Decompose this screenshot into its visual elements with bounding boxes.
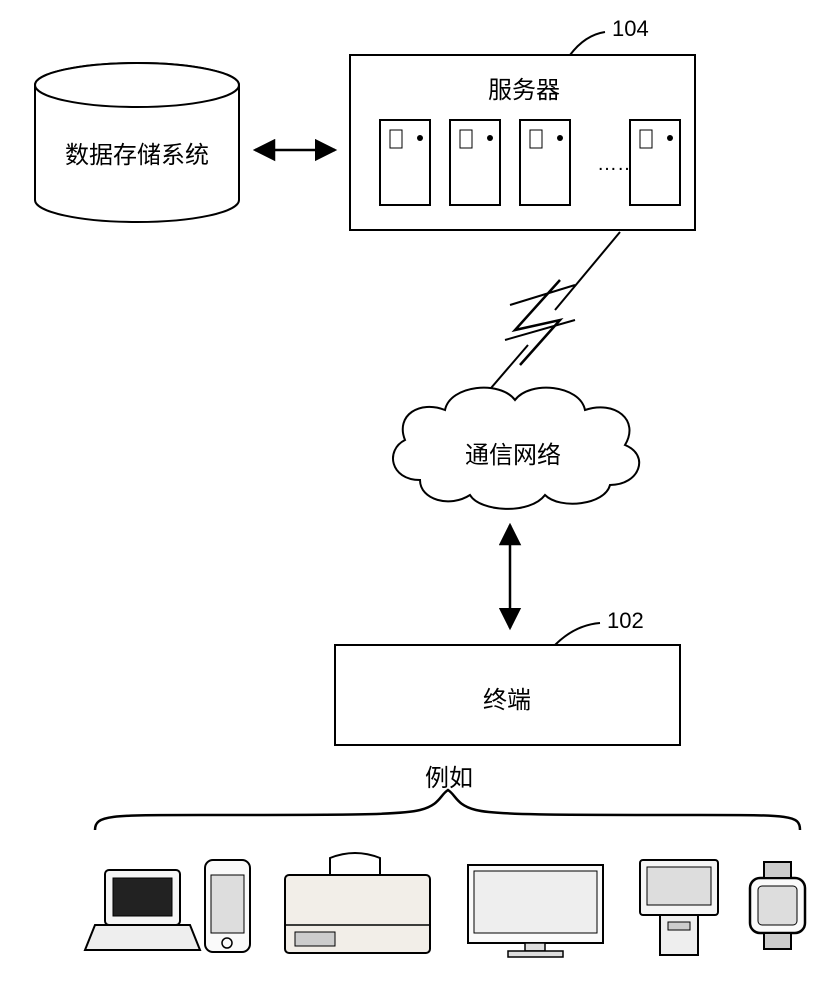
- storage-label: 数据存储系统: [65, 135, 209, 170]
- terminal-label: 终端: [483, 680, 531, 715]
- device-monitor: [468, 865, 603, 957]
- ref-104: 104: [612, 16, 649, 42]
- server-unit-2: [450, 120, 500, 205]
- examples-brace: [95, 790, 800, 830]
- device-desktop-pc: [640, 860, 718, 955]
- ref-102: 102: [607, 608, 644, 634]
- server-label: 服务器: [488, 70, 560, 105]
- server-unit-3: [520, 120, 570, 205]
- server-unit-4: [630, 120, 680, 205]
- callout-102-line: [555, 623, 600, 645]
- system-architecture-diagram: ……: [0, 0, 839, 1000]
- examples-label: 例如: [425, 758, 473, 793]
- device-phone: [205, 860, 250, 952]
- device-portable-box: [285, 853, 430, 953]
- server-unit-1: [380, 120, 430, 205]
- network-label: 通信网络: [465, 435, 561, 470]
- device-laptop: [85, 870, 200, 950]
- callout-104-line: [570, 32, 605, 55]
- device-smartwatch: [750, 862, 805, 949]
- edge-server-network-wireless: [485, 232, 620, 395]
